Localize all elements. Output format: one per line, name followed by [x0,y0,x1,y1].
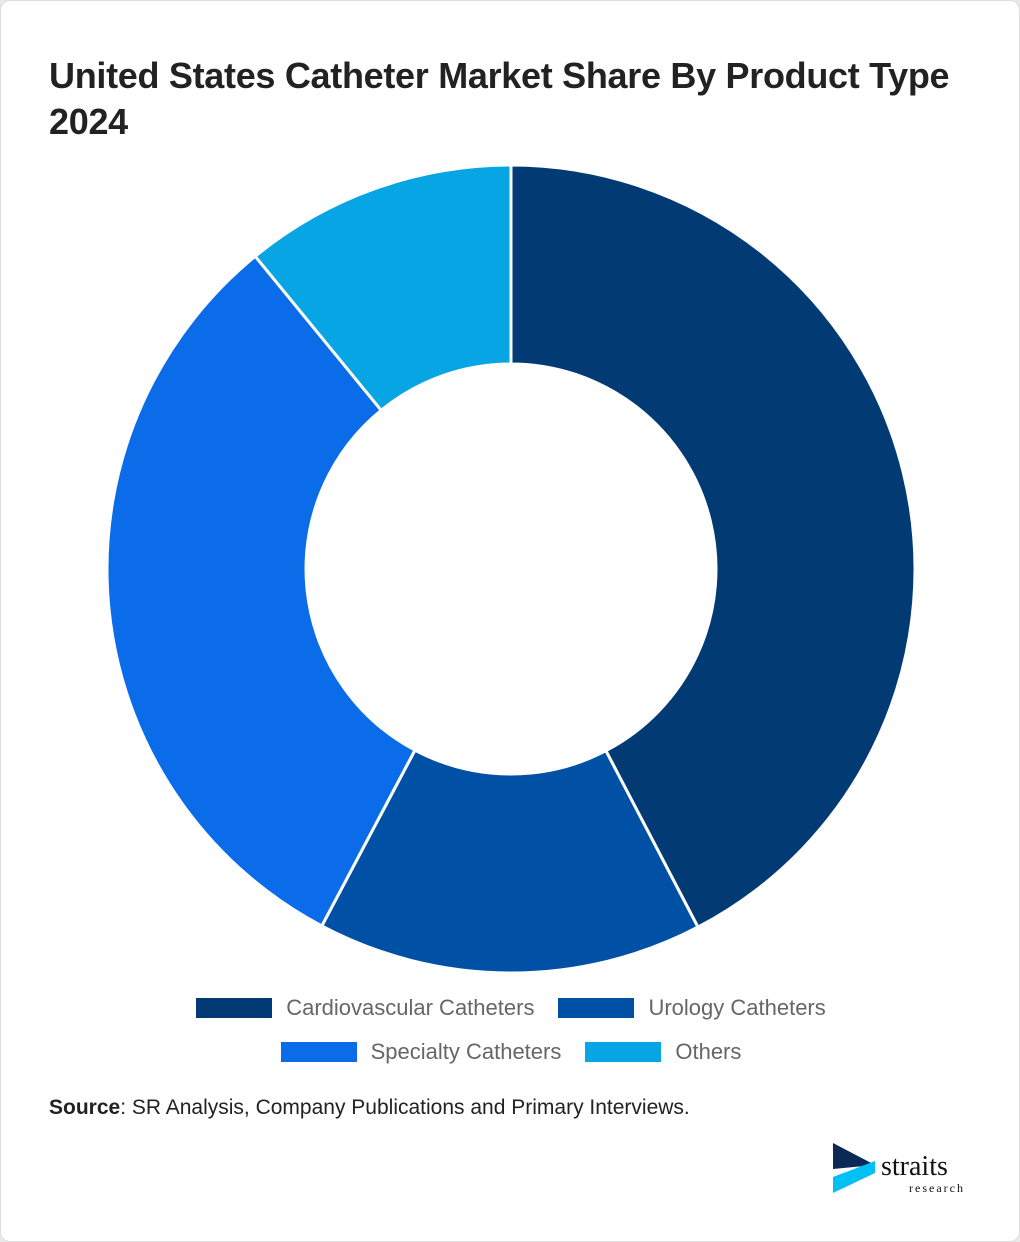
legend-row-1: Cardiovascular Catheters Urology Cathete… [1,995,1019,1021]
source-text: : SR Analysis, Company Publications and … [120,1096,690,1119]
legend-swatch [280,1042,357,1062]
legend-item-cardiovascular[interactable]: Cardiovascular Catheters [196,995,534,1021]
straits-research-logo: straits research [831,1141,971,1197]
donut-chart [105,163,917,975]
legend-swatch [196,998,273,1018]
logo-mark-icon [833,1143,875,1193]
legend-item-others[interactable]: Others [585,1039,741,1065]
source-label: Source [49,1096,121,1119]
chart-title: United States Catheter Market Share By P… [49,55,950,142]
logo-subtext: research [909,1181,965,1195]
legend-item-specialty[interactable]: Specialty Catheters [280,1039,562,1065]
legend-row-2: Specialty Catheters Others [1,1039,1019,1065]
legend-swatch [558,998,635,1018]
legend-label: Others [675,1039,742,1064]
donut-slice-cardiovascular-catheters[interactable] [509,163,917,930]
legend-label: Cardiovascular Catheters [286,995,535,1020]
legend-item-urology[interactable]: Urology Catheters [558,995,826,1021]
legend-swatch [585,1042,662,1062]
donut-slice-specialty-catheters[interactable] [105,254,418,928]
donut-slice-urology-catheters[interactable] [319,748,700,975]
legend-label: Urology Catheters [648,995,826,1020]
logo-text: straits [881,1151,948,1182]
donut-slice-others[interactable] [253,163,513,413]
legend-label: Specialty Catheters [370,1039,562,1064]
source-note: Source: SR Analysis, Company Publication… [49,1096,690,1120]
